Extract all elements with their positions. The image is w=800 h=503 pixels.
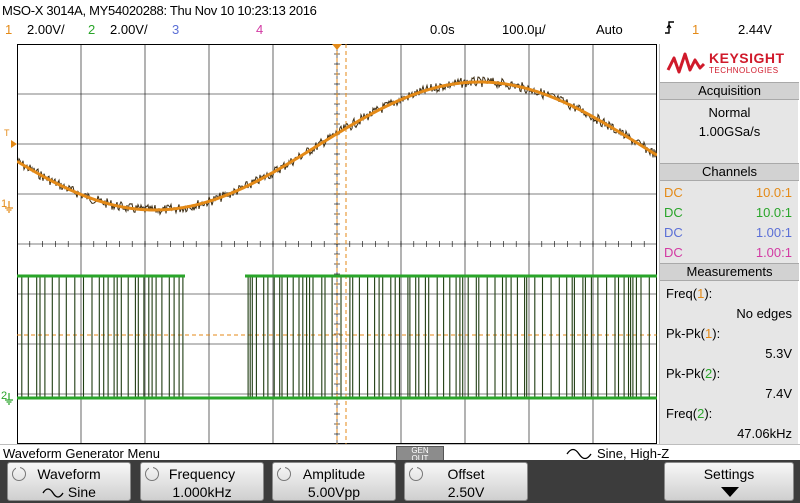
trigger-position-marker	[332, 44, 342, 50]
knob-icon	[12, 466, 26, 481]
ch4-probe: 1.00:1	[755, 245, 792, 260]
ch2-coupling: DC	[664, 205, 683, 220]
ch2-ground-marker[interactable]: 2	[1, 390, 17, 406]
settings-softkey[interactable]: Settings	[664, 462, 794, 501]
acquisition-header[interactable]: Acquisition	[660, 82, 799, 100]
gen-out-indicator[interactable]: GEN OUT	[396, 446, 444, 463]
ch2-probe: 10.0:1	[755, 205, 792, 220]
ch2-rail-trace	[17, 274, 657, 400]
time-scale[interactable]: 100.0µ/	[502, 22, 546, 37]
trigger-level[interactable]: 2.44V	[738, 22, 772, 37]
frequency-softkey[interactable]: Frequency 1.000kHz	[140, 462, 264, 501]
sine-icon	[42, 488, 64, 498]
ch1-ground-marker[interactable]: 1	[1, 198, 17, 214]
ch3-coupling: DC	[664, 225, 683, 240]
knob-icon	[409, 466, 423, 481]
waveform-softkey[interactable]: Waveform Sine	[7, 462, 131, 501]
measurement-name: Freq(1):	[666, 286, 713, 301]
trigger-mode[interactable]: Auto	[596, 22, 623, 37]
ch2-number[interactable]: 2	[88, 22, 96, 37]
ch1-sine-trace	[17, 80, 657, 212]
menu-bar: Waveform Generator Menu GEN OUT Sine, Hi…	[0, 444, 800, 463]
sine-icon	[566, 448, 592, 460]
arrow-down-icon	[721, 487, 739, 497]
measurement-value: 5.3V	[765, 346, 792, 361]
ch1-scale[interactable]: 2.00V/	[27, 22, 65, 37]
brand-logo: KEYSIGHT TECHNOLOGIES	[660, 44, 799, 82]
amplitude-softkey[interactable]: Amplitude 5.00Vpp	[272, 462, 396, 501]
ch1-number[interactable]: 1	[5, 22, 13, 37]
ch2-scale[interactable]: 2.00V/	[110, 22, 148, 37]
ch1-probe: 10.0:1	[755, 185, 792, 200]
ch3-probe: 1.00:1	[755, 225, 792, 240]
measurement-value: No edges	[736, 306, 792, 321]
ch1-marker-label: 1	[1, 198, 8, 210]
window-title: MSO-X 3014A, MY54020288: Thu Nov 10 10:2…	[2, 3, 317, 18]
knob-icon	[145, 466, 159, 481]
trigger-marker-label: T	[4, 128, 10, 138]
trigger-level-marker[interactable]: T	[4, 128, 18, 150]
acq-mode: Normal	[708, 105, 751, 120]
offset-softkey[interactable]: Offset 2.50V	[404, 462, 528, 501]
ch2-marker-label: 2	[1, 390, 8, 402]
wave-status: Sine, High-Z	[597, 446, 670, 461]
ch4-number[interactable]: 4	[256, 22, 264, 37]
trigger-edge-icon	[664, 20, 676, 39]
brand-sub: TECHNOLOGIES	[709, 66, 779, 75]
waveform-graticule	[17, 44, 657, 444]
channels-header[interactable]: Channels	[660, 163, 799, 181]
ch3-number[interactable]: 3	[172, 22, 180, 37]
brand-name: KEYSIGHT	[709, 50, 785, 66]
measurement-value: 47.06kHz	[737, 426, 792, 441]
measurement-name: Freq(2):	[666, 406, 713, 421]
softkey-bar: Waveform Sine Frequency 1.000kHz Amplitu…	[0, 460, 800, 503]
measurement-name: Pk-Pk(2):	[666, 366, 721, 381]
menu-title: Waveform Generator Menu	[3, 446, 161, 461]
measurements-header[interactable]: Measurements	[660, 263, 799, 281]
keysight-wave-icon	[666, 52, 706, 74]
measurement-value: 7.4V	[765, 386, 792, 401]
knob-icon	[277, 466, 291, 481]
measurement-name: Pk-Pk(1):	[666, 326, 721, 341]
waveform-display[interactable]	[17, 44, 657, 444]
ch1-coupling: DC	[664, 185, 683, 200]
ch4-coupling: DC	[664, 245, 683, 260]
trigger-source[interactable]: 1	[692, 22, 700, 37]
sample-rate: 1.00GSa/s	[698, 124, 761, 139]
info-panel: KEYSIGHT TECHNOLOGIES Acquisition Normal…	[659, 44, 799, 444]
time-offset[interactable]: 0.0s	[430, 22, 455, 37]
